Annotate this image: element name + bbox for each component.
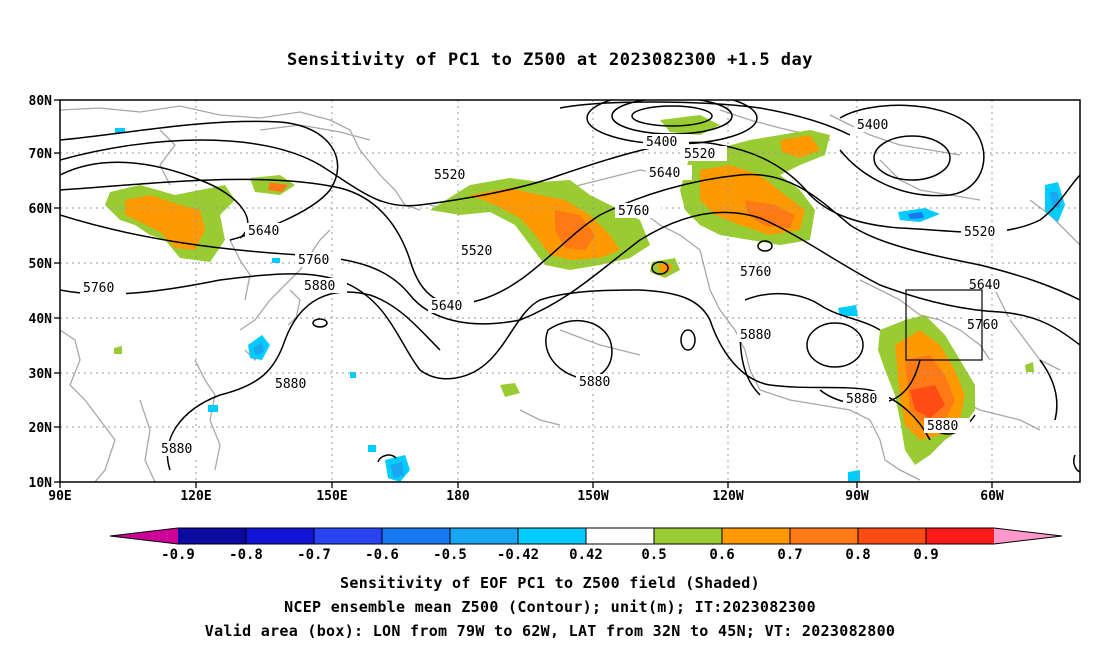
lon-label: 150E — [316, 489, 347, 504]
colorbar: -0.9 -0.8 -0.7 -0.6 -0.5 -0.42 0.42 0.5 … — [109, 527, 1063, 563]
contour-label: 5880 — [161, 442, 192, 457]
colorbar-bin — [518, 528, 586, 544]
colorbar-label: 0.6 — [709, 547, 734, 563]
lon-label: 120E — [180, 489, 211, 504]
colorbar-bin — [314, 528, 382, 544]
caption-contour: NCEP ensemble mean Z500 (Contour); unit(… — [284, 598, 816, 616]
lon-label: 180 — [446, 489, 470, 504]
contour-label: 5400 — [646, 135, 677, 150]
caption-shading: Sensitivity of EOF PC1 to Z500 field (Sh… — [340, 574, 760, 592]
colorbar-bin — [246, 528, 314, 544]
valid-area-box — [905, 289, 983, 361]
colorbar-bin — [722, 528, 790, 544]
lat-label: 50N — [29, 257, 53, 272]
lat-label: 60N — [29, 202, 53, 217]
longitude-labels: 90E 120E 150E 180 150W 120W 90W 60W — [48, 489, 1004, 504]
lon-label: 60W — [980, 489, 1004, 504]
lon-label: 90E — [48, 489, 71, 504]
colorbar-bin — [178, 528, 246, 544]
colorbar-label: -0.9 — [161, 547, 195, 563]
contour-label: 5760 — [83, 281, 114, 296]
contour-label: 5760 — [740, 265, 771, 280]
lat-label: 20N — [29, 421, 53, 436]
lon-label: 90W — [845, 489, 869, 504]
contour-label: 5760 — [298, 253, 329, 268]
contour-label-layer: 5400 5400 5520 5520 5520 5520 5640 5640 … — [80, 117, 1012, 457]
colorbar-label: -0.6 — [365, 547, 399, 563]
axis-ticks — [54, 99, 993, 488]
colorbar-bin — [790, 528, 858, 544]
map-title: Sensitivity of PC1 to Z500 at 2023082300… — [286, 50, 813, 70]
colorbar-label: 0.42 — [569, 547, 603, 563]
contour-label: 5400 — [857, 118, 888, 133]
colorbar-label: 0.9 — [913, 547, 938, 563]
colorbar-bin — [586, 528, 654, 544]
contour-label: 5640 — [649, 166, 680, 181]
contour-label: 5880 — [846, 392, 877, 407]
contour-label: 5640 — [431, 299, 462, 314]
colorbar-label: -0.8 — [229, 547, 263, 563]
lat-label: 80N — [29, 94, 53, 109]
contour-label: 5760 — [618, 204, 649, 219]
colorbar-bin — [926, 528, 994, 544]
colorbar-bin — [382, 528, 450, 544]
contour-label: 5520 — [684, 147, 715, 162]
lat-lon-grid — [60, 100, 1080, 482]
lon-label: 150W — [577, 489, 608, 504]
contour-label: 5640 — [969, 278, 1000, 293]
colorbar-label: 0.7 — [777, 547, 802, 563]
colorbar-label: -0.7 — [297, 547, 331, 563]
lat-label: 10N — [29, 476, 53, 491]
colorbar-bin — [858, 528, 926, 544]
contour-label: 5520 — [434, 168, 465, 183]
colorbar-low-end — [110, 528, 178, 544]
colorbar-bin — [654, 528, 722, 544]
contour-label: 5880 — [304, 279, 335, 294]
contour-label: 5640 — [248, 224, 279, 239]
contour-label: 5520 — [461, 244, 492, 259]
lat-label: 40N — [29, 312, 53, 327]
contour-label: 5760 — [967, 318, 998, 333]
colorbar-label: 0.5 — [641, 547, 666, 563]
contour-label: 5880 — [275, 377, 306, 392]
caption-valid-area: Valid area (box): LON from 79W to 62W, L… — [204, 622, 896, 640]
contour-label: 5880 — [740, 328, 771, 343]
contour-label: 5880 — [579, 375, 610, 390]
colorbar-bin — [450, 528, 518, 544]
colorbar-label: 0.8 — [845, 547, 870, 563]
contour-label: 5880 — [927, 419, 958, 434]
lat-label: 30N — [29, 367, 53, 382]
colorbar-label: -0.42 — [497, 547, 539, 563]
map-frame — [59, 99, 1081, 483]
lon-label: 120W — [712, 489, 743, 504]
colorbar-high-end — [994, 528, 1062, 544]
contour-label: 5520 — [964, 225, 995, 240]
lat-label: 70N — [29, 147, 53, 162]
latitude-labels: 80N 70N 60N 50N 40N 30N 20N 10N — [29, 94, 53, 491]
colorbar-label: -0.5 — [433, 547, 467, 563]
